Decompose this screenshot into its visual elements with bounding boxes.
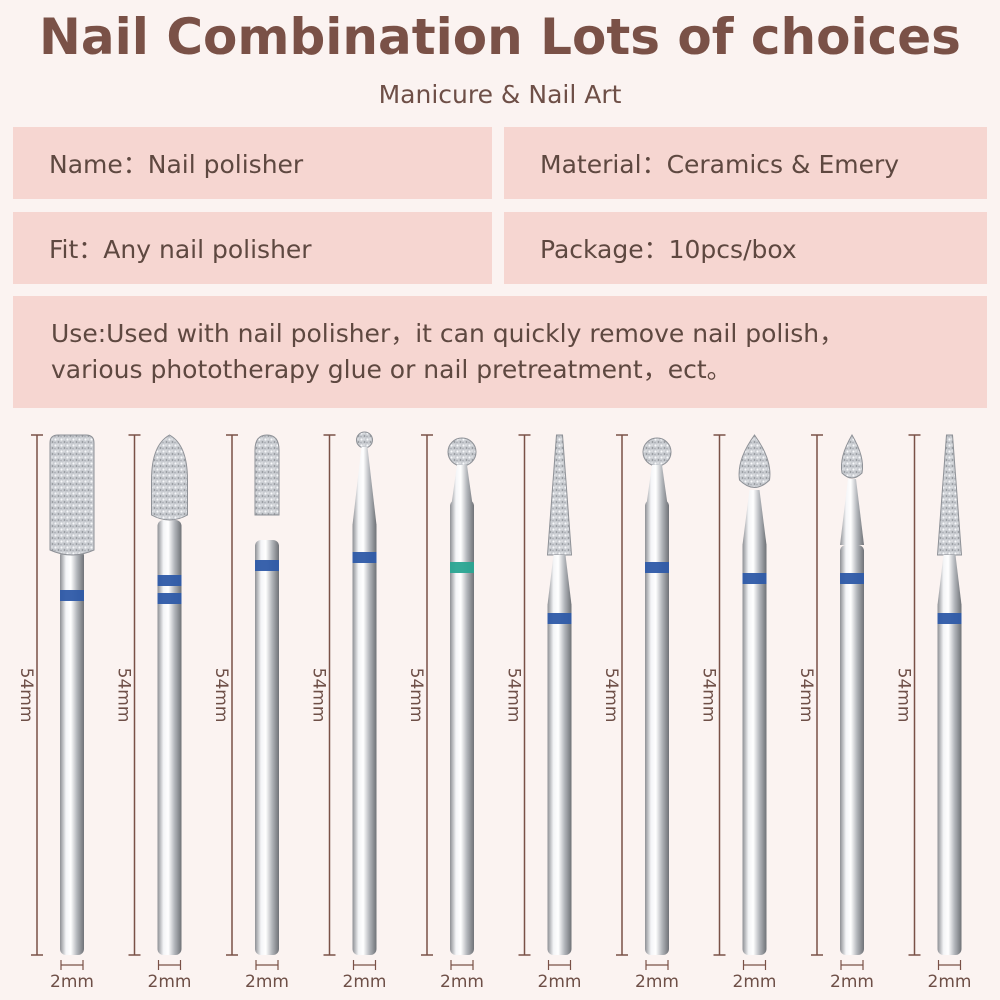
drill-bit: 54mm 2mm (699, 434, 777, 992)
length-label: 54mm (796, 668, 816, 723)
neck-taper (450, 465, 474, 515)
page-subtitle: Manicure & Nail Art (378, 80, 622, 109)
bit-shaft (450, 500, 474, 955)
ball-tip (447, 437, 477, 467)
drill-bit: 54mm 2mm (796, 434, 874, 992)
spec-name-box: Name：Nail polisher (13, 127, 492, 199)
length-label: 54mm (699, 668, 719, 723)
length-label: 54mm (601, 668, 621, 723)
color-band (450, 562, 474, 573)
page-title: Nail Combination Lots of choices (39, 8, 961, 66)
ball-tip (642, 437, 672, 467)
bit-shaft (547, 600, 572, 955)
length-label: 54mm (504, 668, 524, 723)
spec-fit-text: Fit：Any nail polisher (49, 235, 312, 264)
neck-taper (742, 490, 767, 545)
spec-name-text: Name：Nail polisher (49, 150, 304, 179)
drill-bit: 54mm 2mm (114, 434, 192, 992)
length-label: 54mm (114, 668, 134, 723)
color-band (157, 593, 182, 604)
neck-taper (840, 479, 864, 545)
drill-bit: 54mm 2mm (16, 434, 95, 992)
length-label: 54mm (894, 668, 914, 723)
drill-bit: 54mm 2mm (309, 431, 387, 992)
length-label: 54mm (406, 668, 426, 723)
bit-head-long-cone (936, 434, 963, 605)
ball-tip (356, 431, 373, 449)
neck-taper (645, 465, 669, 515)
flame-tip (738, 434, 771, 488)
bit-head-small-cylinder (254, 434, 280, 516)
color-band (352, 552, 377, 563)
drill-bit: 54mm 2mm (211, 434, 289, 992)
color-band (937, 613, 962, 624)
bit-shaft (157, 520, 182, 955)
diameter-label: 2mm (635, 972, 679, 992)
color-band (645, 562, 669, 573)
neck-taper (547, 555, 572, 605)
color-band (157, 575, 182, 586)
spec-use-line-1: Use:Used with nail polisher，it can quick… (51, 319, 845, 348)
bit-shaft (60, 550, 84, 955)
bit-head-ball (642, 437, 672, 515)
diameter-label: 2mm (148, 972, 192, 992)
cone-tip (936, 434, 963, 556)
color-band (60, 590, 84, 601)
color-band (255, 560, 279, 571)
diameter-label: 2mm (830, 972, 874, 992)
diameter-label: 2mm (50, 972, 94, 992)
neck-taper (352, 447, 377, 525)
drill-bit: 54mm 2mm (894, 434, 972, 992)
diameter-label: 2mm (538, 972, 582, 992)
bit-shaft (352, 520, 377, 955)
spec-package-box: Package：10pcs/box (504, 212, 987, 284)
spec-material-text: Material：Ceramics & Emery (540, 150, 900, 179)
bit-head-bullet (151, 434, 188, 521)
cone-tip (546, 434, 573, 556)
color-band (840, 573, 864, 584)
drill-bit: 54mm 2mm (406, 434, 484, 992)
length-label: 54mm (16, 668, 36, 723)
bit-shaft (645, 500, 669, 955)
flame-tip (841, 434, 863, 479)
color-band (547, 613, 572, 624)
spec-package-text: Package：10pcs/box (540, 235, 797, 264)
bit-head-long-cone (546, 434, 573, 605)
length-label: 54mm (309, 668, 329, 723)
bit-shaft (742, 540, 767, 955)
spec-fit-box: Fit：Any nail polisher (13, 212, 492, 284)
neck-taper (937, 555, 962, 605)
diameter-label: 2mm (343, 972, 387, 992)
bit-head-tiny-ball (352, 431, 377, 525)
bit-head-cylinder (49, 434, 95, 556)
length-label: 54mm (211, 668, 231, 723)
spec-use-line-2: various phototherapy glue or nail pretre… (51, 355, 732, 384)
bit-shaft (840, 545, 864, 955)
bit-head-small-flame (840, 434, 864, 545)
bit-shaft (255, 540, 279, 955)
bit-head-ball (447, 437, 477, 515)
bit-head-flame (738, 434, 771, 545)
spec-use-box: Use:Used with nail polisher，it can quick… (13, 296, 987, 408)
drill-bits-illustration: 54mm 2mm 54mm 2mm 54mm 2mm 54mm 2mm 54mm 2mm 54mm 2… (16, 431, 972, 992)
bit-shaft (937, 600, 962, 955)
diameter-label: 2mm (928, 972, 972, 992)
spec-material-box: Material：Ceramics & Emery (504, 127, 987, 199)
diameter-label: 2mm (440, 972, 484, 992)
drill-bit: 54mm 2mm (504, 434, 582, 992)
diameter-label: 2mm (733, 972, 777, 992)
diameter-label: 2mm (245, 972, 289, 992)
color-band (742, 573, 767, 584)
drill-bit: 54mm 2mm (601, 434, 679, 992)
